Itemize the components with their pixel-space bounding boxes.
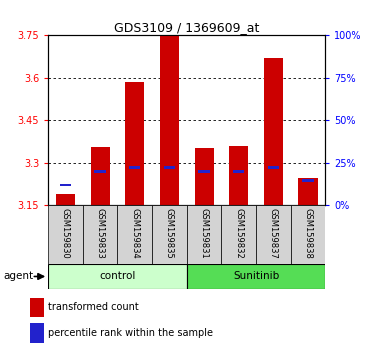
Bar — [152, 205, 187, 264]
Text: Sunitinib: Sunitinib — [233, 272, 279, 281]
Text: GSM159835: GSM159835 — [165, 208, 174, 259]
Text: GSM159838: GSM159838 — [303, 208, 313, 259]
Bar — [194, 148, 214, 205]
Bar — [90, 147, 110, 205]
Title: GDS3109 / 1369609_at: GDS3109 / 1369609_at — [114, 21, 259, 34]
Bar — [30, 323, 44, 343]
Bar — [60, 183, 71, 186]
Text: GSM159832: GSM159832 — [234, 208, 243, 259]
Text: percentile rank within the sample: percentile rank within the sample — [48, 328, 213, 338]
Bar — [125, 82, 144, 205]
Bar — [256, 205, 291, 264]
Bar — [233, 171, 244, 173]
Bar — [198, 171, 210, 173]
Bar — [117, 205, 152, 264]
Bar — [229, 147, 248, 205]
Text: GSM159831: GSM159831 — [199, 208, 209, 259]
Bar — [268, 166, 279, 169]
Bar — [48, 264, 187, 289]
Text: GSM159833: GSM159833 — [95, 208, 105, 259]
Bar — [298, 178, 318, 205]
Bar — [48, 205, 83, 264]
Bar — [187, 264, 325, 289]
Bar — [264, 58, 283, 205]
Bar — [94, 170, 106, 173]
Bar — [160, 36, 179, 205]
Bar — [291, 205, 325, 264]
Bar — [221, 205, 256, 264]
Text: GSM159834: GSM159834 — [130, 208, 139, 259]
Bar — [83, 205, 117, 264]
Bar — [302, 179, 314, 182]
Text: transformed count: transformed count — [48, 302, 139, 312]
Text: agent: agent — [4, 272, 34, 281]
Bar — [30, 298, 44, 317]
Bar — [187, 205, 221, 264]
Text: GSM159837: GSM159837 — [269, 208, 278, 259]
Text: control: control — [99, 272, 136, 281]
Bar — [56, 194, 75, 205]
Text: GSM159830: GSM159830 — [61, 208, 70, 259]
Bar — [129, 166, 141, 169]
Bar — [164, 166, 175, 169]
